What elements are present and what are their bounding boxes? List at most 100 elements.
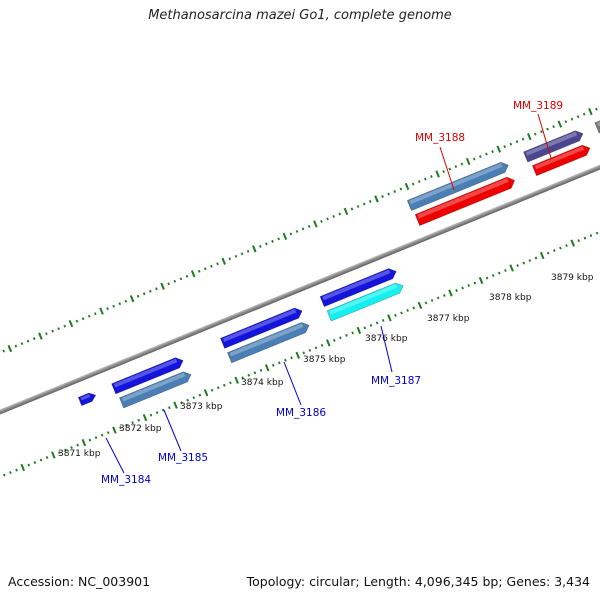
kbp-label: 3879 kbp bbox=[551, 273, 594, 283]
outer-tick bbox=[387, 192, 390, 196]
gene-label-mm3184[interactable]: MM_3184 bbox=[101, 474, 151, 486]
outer-tick bbox=[307, 224, 311, 228]
outer-tick bbox=[442, 170, 445, 174]
leader-line-mm3189 bbox=[537, 113, 552, 159]
inner-tick bbox=[424, 301, 428, 305]
inner-tick bbox=[15, 468, 18, 472]
outer-tick bbox=[124, 299, 128, 303]
inner-tick bbox=[81, 438, 87, 447]
outer-tick bbox=[63, 324, 67, 328]
leader-line-mm3185 bbox=[163, 409, 182, 452]
gene-label-mm3189[interactable]: MM_3189 bbox=[513, 100, 563, 112]
outer-tick bbox=[51, 329, 54, 333]
inner-tick bbox=[149, 413, 153, 417]
inner-tick bbox=[295, 351, 300, 359]
outer-tick bbox=[472, 157, 476, 161]
outer-tick bbox=[136, 294, 140, 298]
outer-tick bbox=[20, 342, 24, 346]
outer-tick bbox=[534, 132, 537, 136]
inner-tick bbox=[142, 414, 148, 422]
inner-tick bbox=[259, 368, 263, 372]
outer-tick bbox=[546, 127, 549, 131]
inner-tick bbox=[284, 358, 287, 362]
inner-tick bbox=[326, 339, 331, 347]
inner-tick bbox=[39, 458, 43, 462]
inner-tick bbox=[504, 269, 507, 272]
inner-tick bbox=[168, 406, 171, 410]
outer-tick bbox=[350, 207, 354, 211]
kbp-label: 3873 kbp bbox=[180, 402, 223, 412]
inner-tick bbox=[173, 401, 178, 409]
gene-feature-mm3183-highlight bbox=[80, 393, 91, 401]
outer-tick bbox=[118, 302, 122, 306]
outer-tick bbox=[417, 180, 421, 183]
kbp-labels: 3871 kbp 3872 kbp 3873 kbp 3874 kbp 3875… bbox=[58, 273, 594, 459]
leader-line-mm3184 bbox=[105, 437, 125, 474]
outer-tick bbox=[295, 229, 299, 233]
outer-tick bbox=[435, 170, 440, 178]
gene-feature-mm3187-a bbox=[319, 268, 397, 308]
inner-tick bbox=[20, 463, 26, 472]
gene-feature-mm3186-highlight bbox=[229, 323, 304, 357]
outer-tick bbox=[149, 289, 152, 293]
outer-tick bbox=[204, 267, 207, 271]
outer-tick bbox=[399, 187, 403, 191]
gene-label-mm3188[interactable]: MM_3188 bbox=[415, 132, 465, 144]
outer-tick bbox=[2, 349, 5, 353]
inner-tick bbox=[180, 401, 183, 405]
inner-tick bbox=[546, 251, 550, 255]
inner-tick bbox=[455, 289, 458, 292]
outer-tick bbox=[155, 287, 158, 291]
inner-tick bbox=[290, 356, 293, 360]
outer-tick bbox=[557, 120, 563, 128]
inner-tick bbox=[478, 276, 484, 285]
inner-tick bbox=[522, 261, 526, 265]
inner-tick bbox=[234, 376, 239, 384]
gene-feature-mm3187 bbox=[326, 282, 404, 322]
inner-tick bbox=[394, 313, 397, 317]
outer-tick bbox=[197, 269, 201, 273]
outer-tick bbox=[228, 257, 232, 261]
inner-tick bbox=[247, 373, 251, 377]
gene-feature-mm3183 bbox=[77, 392, 97, 407]
outer-tick bbox=[448, 167, 452, 171]
inner-tick bbox=[88, 438, 92, 442]
inner-tick bbox=[509, 264, 514, 272]
outer-tick bbox=[411, 182, 415, 186]
inner-tick bbox=[192, 396, 196, 400]
gene-label-mm3185[interactable]: MM_3185 bbox=[158, 452, 208, 464]
inner-tick bbox=[210, 388, 214, 392]
inner-tick bbox=[436, 296, 440, 300]
inner-tick bbox=[467, 284, 471, 287]
outer-tick bbox=[142, 292, 146, 296]
inner-tick bbox=[125, 423, 128, 427]
inner-tick bbox=[278, 361, 281, 365]
inner-tick bbox=[375, 321, 379, 325]
inner-tick-ring bbox=[3, 231, 599, 477]
inner-tick bbox=[119, 426, 122, 430]
inner-tick bbox=[577, 239, 581, 243]
outer-tick bbox=[465, 157, 471, 166]
outer-tick bbox=[588, 108, 593, 116]
gene-feature-mm3187-a-highlight bbox=[322, 269, 391, 301]
inner-tick bbox=[351, 331, 354, 335]
gene-label-mm3186[interactable]: MM_3186 bbox=[276, 407, 326, 419]
outer-tick bbox=[94, 312, 97, 316]
gene-label-mm3187[interactable]: MM_3187 bbox=[371, 375, 421, 387]
outer-tick bbox=[190, 270, 196, 278]
genome-summary-text: Topology: circular; Length: 4,096,345 bp… bbox=[246, 574, 590, 589]
leader-line-mm3187 bbox=[380, 325, 393, 373]
gene-labels: MM_3184 MM_3185 MM_3186 MM_3187 MM_3188 … bbox=[101, 100, 563, 486]
outer-tick bbox=[57, 327, 60, 331]
inner-tick bbox=[253, 371, 257, 375]
outer-tick bbox=[45, 332, 48, 336]
inner-tick bbox=[559, 246, 562, 250]
inner-tick bbox=[417, 301, 423, 310]
outer-tick bbox=[112, 304, 115, 308]
map-title: Methanosarcina mazei Go1, complete genom… bbox=[148, 8, 452, 23]
outer-tick bbox=[216, 262, 219, 266]
outer-tick bbox=[81, 317, 85, 321]
inner-tick bbox=[308, 348, 312, 352]
inner-tick bbox=[406, 308, 409, 312]
